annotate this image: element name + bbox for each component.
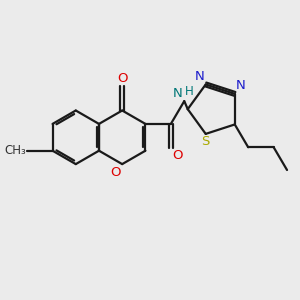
Text: S: S — [202, 135, 210, 148]
Text: CH₃: CH₃ — [4, 144, 26, 157]
Text: O: O — [110, 166, 121, 178]
Text: N: N — [173, 87, 183, 100]
Text: N: N — [236, 80, 246, 92]
Text: O: O — [117, 72, 128, 85]
Text: O: O — [172, 149, 183, 162]
Text: N: N — [194, 70, 204, 83]
Text: H: H — [185, 85, 194, 98]
